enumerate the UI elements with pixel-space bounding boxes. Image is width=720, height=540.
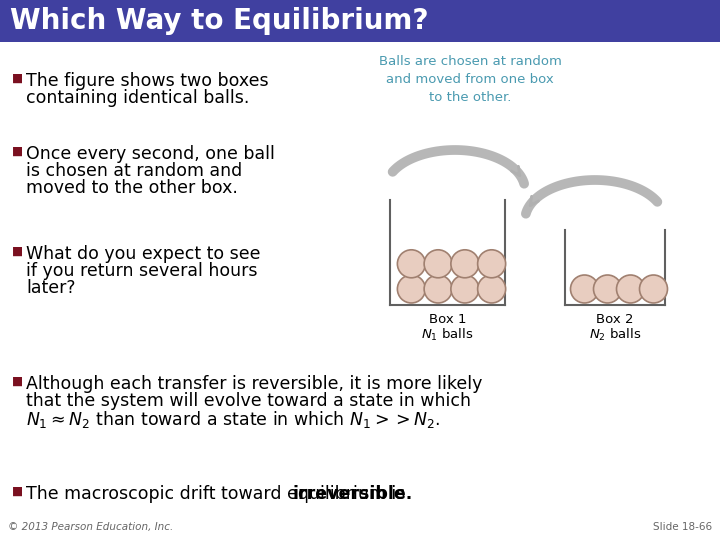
Circle shape (397, 250, 426, 278)
Text: Balls are chosen at random
and moved from one box
to the other.: Balls are chosen at random and moved fro… (379, 55, 562, 104)
Text: ■: ■ (12, 485, 23, 498)
Text: What do you expect to see: What do you expect to see (26, 245, 261, 263)
Circle shape (451, 250, 479, 278)
Text: ■: ■ (12, 145, 23, 158)
Text: Which Way to Equilibrium?: Which Way to Equilibrium? (10, 7, 428, 35)
Circle shape (451, 275, 479, 303)
Text: ■: ■ (12, 375, 23, 388)
Circle shape (477, 275, 505, 303)
Text: Slide 18-66: Slide 18-66 (653, 522, 712, 532)
Text: ■: ■ (12, 72, 23, 85)
Text: moved to the other box.: moved to the other box. (26, 179, 238, 197)
Text: Box 1: Box 1 (428, 313, 467, 326)
Text: Although each transfer is reversible, it is more likely: Although each transfer is reversible, it… (26, 375, 482, 393)
Circle shape (593, 275, 621, 303)
Text: $N_1$ balls: $N_1$ balls (421, 327, 474, 343)
Circle shape (639, 275, 667, 303)
Text: that the system will evolve toward a state in which: that the system will evolve toward a sta… (26, 392, 471, 410)
Text: The macroscopic drift toward equilibrium is: The macroscopic drift toward equilibrium… (26, 485, 411, 503)
Text: if you return several hours: if you return several hours (26, 262, 258, 280)
Circle shape (570, 275, 598, 303)
Text: The figure shows two boxes: The figure shows two boxes (26, 72, 269, 90)
Circle shape (397, 275, 426, 303)
Text: containing identical balls.: containing identical balls. (26, 89, 249, 107)
Text: irreversible.: irreversible. (292, 485, 413, 503)
Circle shape (477, 250, 505, 278)
Text: later?: later? (26, 279, 76, 297)
Text: $N_2$ balls: $N_2$ balls (589, 327, 642, 343)
Text: © 2013 Pearson Education, Inc.: © 2013 Pearson Education, Inc. (8, 522, 174, 532)
Circle shape (424, 275, 452, 303)
Circle shape (616, 275, 644, 303)
Text: $N_1\approx N_2$ than toward a state in which $N_1 >> N_2$.: $N_1\approx N_2$ than toward a state in … (26, 409, 441, 430)
Circle shape (424, 250, 452, 278)
FancyBboxPatch shape (0, 0, 720, 42)
Text: Box 2: Box 2 (596, 313, 634, 326)
Text: Once every second, one ball: Once every second, one ball (26, 145, 275, 163)
Text: ■: ■ (12, 245, 23, 258)
Text: is chosen at random and: is chosen at random and (26, 162, 242, 180)
